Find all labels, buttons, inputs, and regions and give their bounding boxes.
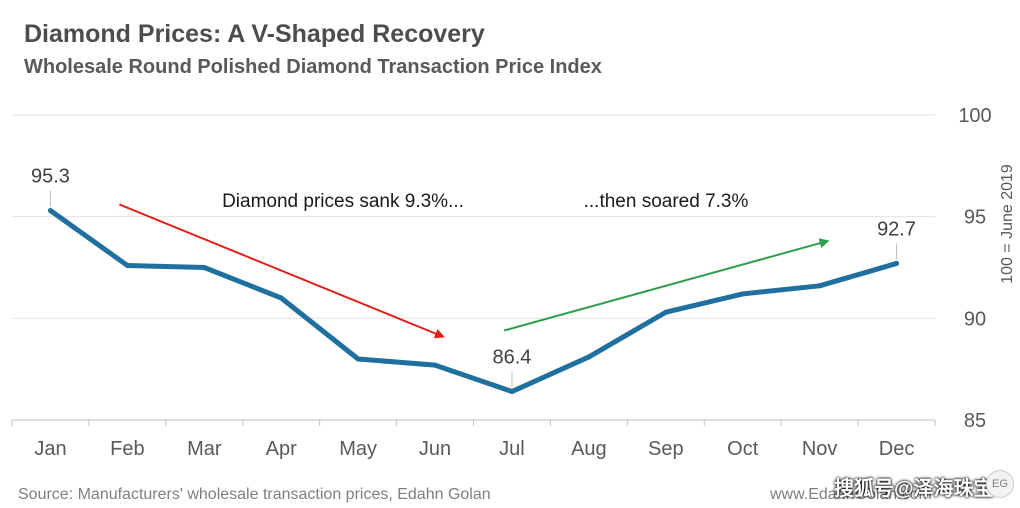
data-point bbox=[355, 356, 361, 362]
data-point bbox=[509, 389, 515, 395]
chart-title: Diamond Prices: A V-Shaped Recovery bbox=[24, 20, 485, 48]
data-point bbox=[278, 295, 284, 301]
y-tick-label: 100 bbox=[958, 105, 991, 127]
annotation-arrow bbox=[503, 238, 830, 332]
brand-badge: EG bbox=[986, 470, 1014, 498]
data-point bbox=[740, 291, 746, 297]
data-point bbox=[663, 309, 669, 315]
data-point bbox=[124, 262, 130, 268]
watermark-text: 搜狐号@泽海珠宝 bbox=[834, 478, 994, 500]
x-tick-label: Feb bbox=[110, 438, 144, 460]
x-tick-label: Jun bbox=[419, 438, 451, 460]
x-tick-label: Aug bbox=[571, 438, 607, 460]
y-axis-label: 100 = June 2019 bbox=[999, 164, 1016, 284]
y-tick-label: 95 bbox=[964, 207, 986, 229]
x-tick-label: Jan bbox=[34, 438, 66, 460]
chart-subtitle: Wholesale Round Polished Diamond Transac… bbox=[24, 56, 602, 78]
x-tick-label: Nov bbox=[802, 438, 838, 460]
y-tick-label: 85 bbox=[964, 410, 986, 432]
website-link[interactable]: www.EdahnGolan.com bbox=[770, 486, 932, 503]
data-point bbox=[894, 260, 900, 266]
data-label: 92.7 bbox=[877, 218, 916, 240]
x-tick-label: Mar bbox=[187, 438, 222, 460]
x-tick-label: Dec bbox=[879, 438, 915, 460]
annotation-text: ...then soared 7.3% bbox=[584, 191, 749, 212]
data-point bbox=[47, 208, 53, 214]
data-point bbox=[432, 362, 438, 368]
x-tick-label: May bbox=[339, 438, 377, 460]
x-tick-label: Apr bbox=[266, 438, 297, 460]
x-tick-label: Sep bbox=[648, 438, 684, 460]
annotation-text: Diamond prices sank 9.3%... bbox=[222, 191, 464, 212]
x-tick-label: Jul bbox=[499, 438, 525, 460]
data-point bbox=[586, 354, 592, 360]
x-tick-label: Oct bbox=[727, 438, 759, 460]
data-point bbox=[201, 265, 207, 270]
series-line bbox=[47, 208, 900, 395]
source-note: Source: Manufacturers' wholesale transac… bbox=[18, 486, 491, 503]
data-label: 95.3 bbox=[31, 166, 70, 188]
data-point bbox=[817, 283, 823, 289]
annotation-arrow bbox=[118, 203, 445, 339]
data-label: 86.4 bbox=[492, 347, 531, 369]
y-tick-label: 90 bbox=[964, 308, 986, 330]
